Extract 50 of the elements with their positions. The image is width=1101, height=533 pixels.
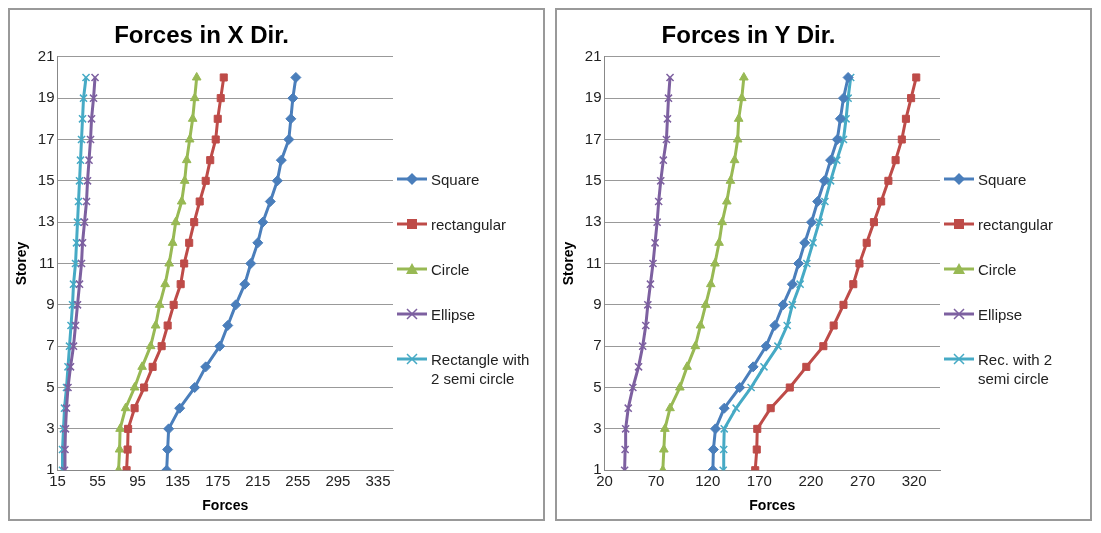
y-tick-label: 13 (584, 212, 602, 230)
legend-label: Square (431, 170, 480, 189)
legend-label: Rectangle with 2 semi circle (431, 350, 531, 388)
legend-label: rectangular (431, 215, 507, 234)
y-axis-title: Storey (13, 241, 30, 286)
y-tick-label: 17 (37, 129, 55, 147)
legend-label: Ellipse (978, 305, 1023, 324)
x-tick-label: 320 (901, 472, 927, 490)
x-tick-label: 55 (89, 472, 106, 490)
y-tick-label: 7 (593, 336, 602, 354)
x-tick-label: 70 (647, 472, 665, 490)
y-tick-label: 7 (46, 336, 55, 354)
y-tick-label: 13 (37, 212, 55, 230)
y-tick-label: 5 (46, 377, 55, 395)
x-tick-label: 175 (205, 472, 231, 490)
chart-title: Forces in X Dir. (114, 21, 289, 49)
y-tick-label: 19 (584, 88, 602, 106)
y-tick-label: 11 (38, 253, 55, 271)
y-tick-label: 21 (37, 46, 55, 64)
y-tick-label: 15 (584, 170, 602, 188)
y-tick-label: 15 (37, 170, 55, 188)
y-axis-title: Storey (560, 241, 577, 286)
x-tick-label: 295 (325, 472, 351, 490)
y-tick-label: 17 (584, 129, 602, 147)
x-tick-label: 120 (695, 472, 721, 490)
x-tick-label: 270 (850, 472, 876, 490)
x-tick-label: 215 (245, 472, 271, 490)
y-tick-label: 11 (585, 253, 602, 271)
x-axis-title: Forces (202, 497, 249, 514)
y-tick-label: 3 (593, 419, 602, 436)
y-tick-label: 19 (37, 88, 55, 106)
legend-label: Circle (978, 260, 1017, 279)
y-tick-label: 3 (46, 419, 55, 436)
x-tick-label: 335 (365, 472, 391, 490)
y-tick-label: 9 (593, 294, 602, 312)
chart-title: Forces in Y Dir. (661, 21, 836, 49)
legend-label: Rec. with 2 semi circle (978, 350, 1054, 388)
legend-label: Ellipse (431, 305, 476, 324)
legend-label: Square (978, 170, 1027, 189)
y-tick-label: 21 (584, 46, 602, 64)
x-axis-title: Forces (749, 497, 796, 514)
y-tick-label: 9 (46, 294, 55, 312)
x-tick-label: 255 (285, 472, 311, 490)
y-tick-label: 5 (593, 377, 602, 395)
x-tick-label: 170 (746, 472, 772, 490)
x-tick-label: 220 (798, 472, 824, 490)
legend-label: Circle (431, 260, 470, 279)
x-tick-label: 95 (129, 472, 146, 490)
legend-label: rectangular (978, 215, 1054, 234)
x-tick-label: 135 (165, 472, 191, 490)
